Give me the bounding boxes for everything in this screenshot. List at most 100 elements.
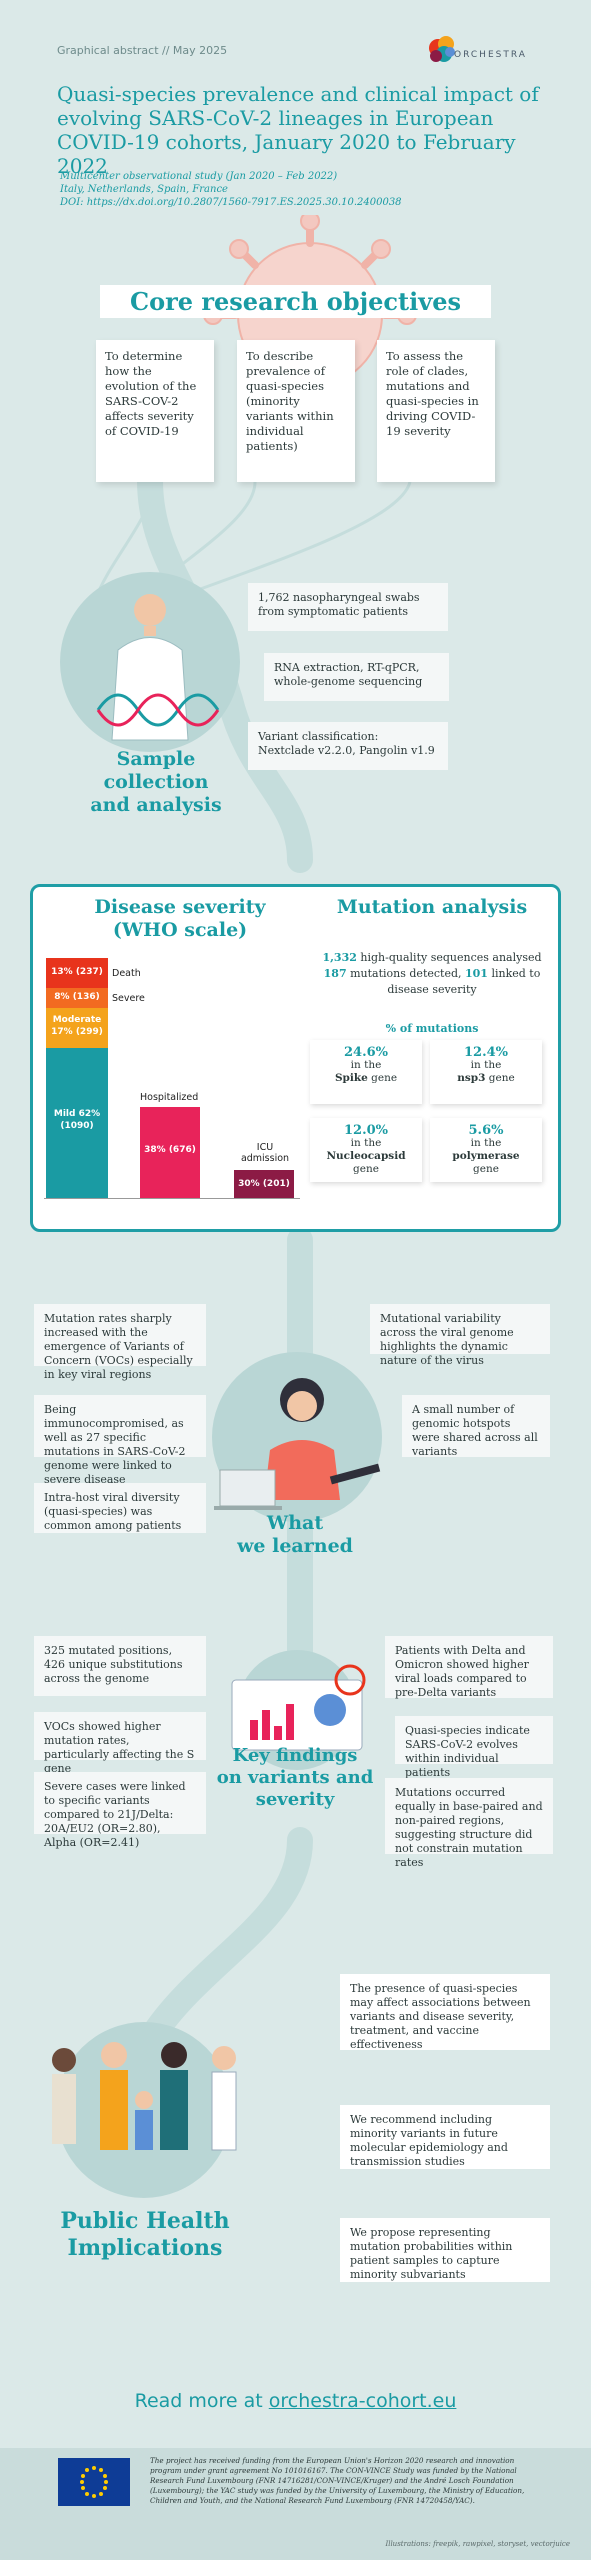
linked-count: 101 (465, 967, 488, 980)
mutation-line-2: 187 mutations detected, 101 linked to (312, 966, 552, 982)
scientist-illustration (60, 572, 240, 752)
polymerase-gene: polymerase (430, 1150, 542, 1163)
findings-right-3: Mutations occurred equally in base-paire… (385, 1778, 553, 1869)
severe-side-label: Severe (112, 993, 145, 1004)
mutation-box-nsp3: 12.4% in the nsp3 gene (430, 1040, 542, 1104)
mutations-count: 187 (323, 967, 347, 980)
learned-title-line-2: we learned (237, 1535, 353, 1557)
nucleocapsid-in: in the (350, 1137, 382, 1149)
objectives-title: Core research objectives (100, 285, 491, 318)
sample-item-3: Variant classification: Nextclade v2.2.0… (248, 722, 448, 770)
findings-left-1: 325 mutated positions, 426 unique substi… (34, 1636, 206, 1696)
objective-card-1: To determine how the evolution of the SA… (96, 340, 214, 482)
icu-label: 30% (201) (238, 1179, 290, 1189)
findings-right-1: Patients with Delta and Omicron showed h… (385, 1636, 553, 1699)
stack-severe: 8% (136) (46, 988, 108, 1008)
nucleocapsid-gene-name: Nucleocapsid (326, 1150, 406, 1162)
findings-right-2: Quasi-species indicate SARS-CoV-2 evolve… (395, 1716, 553, 1779)
orchestra-logo: ORCHESTRA (424, 30, 554, 74)
mutation-box-polymerase: 5.6% in the polymerase gene (430, 1118, 542, 1182)
severity-title-line-1: Disease severity (94, 896, 266, 918)
meta-line-1: Multicenter observational study (Jan 202… (60, 171, 338, 182)
woman-laptop-illustration (212, 1352, 382, 1522)
stack-moderate-label: Moderate 17% (299) (51, 1015, 103, 1037)
nsp3-pct: 12.4% (463, 1045, 508, 1060)
polymerase-suffix: gene (473, 1163, 499, 1175)
stack-severe-label: 8% (136) (54, 992, 100, 1002)
public-title: Public Health Implications (40, 2208, 250, 2262)
severity-stack: 13% (237) 8% (136) Moderate 17% (299) Mi… (46, 958, 108, 1198)
abstract-label: Graphical abstract // May 2025 (57, 44, 228, 57)
public-item-1: The presence of quasi-species may affect… (340, 1974, 550, 2051)
public-item-3: We propose representing mutation probabi… (340, 2218, 550, 2282)
death-side-label: Death (112, 968, 141, 979)
sequences-count: 1,332 (322, 951, 357, 964)
sequences-text: high-quality sequences analysed (356, 951, 542, 964)
sample-title-line-3: and analysis (90, 794, 222, 816)
pct-header: % of mutations (385, 1022, 479, 1035)
polymerase-pct: 5.6% (468, 1123, 504, 1138)
meta-line-2: Italy, Netherlands, Spain, France (60, 184, 228, 195)
public-title-line-2: Implications (67, 2235, 223, 2261)
chart-baseline (44, 1198, 300, 1199)
nucleocapsid-pct: 12.0% (343, 1123, 388, 1138)
sample-item-1: 1,762 nasopharyngeal swabs from symptoma… (248, 583, 448, 631)
findings-left-3: Severe cases were linked to specific var… (34, 1772, 206, 1849)
spike-in: in the (350, 1059, 382, 1071)
mutation-box-nucleocapsid: 12.0% in the Nucleocapsid gene (310, 1118, 422, 1182)
sample-title: Sample collection and analysis (76, 748, 236, 817)
dashboard-illustration (231, 1650, 366, 1770)
hospitalized-label: 38% (676) (144, 1145, 196, 1155)
mutation-box-spike: 24.6% in the Spike gene (310, 1040, 422, 1104)
stack-moderate: Moderate 17% (299) (46, 1008, 108, 1048)
nsp3-in: in the (470, 1059, 502, 1071)
severity-title: Disease severity (WHO scale) (50, 896, 310, 942)
spike-pct: 24.6% (343, 1045, 388, 1060)
study-meta: Multicenter observational study (Jan 202… (60, 170, 402, 209)
public-item-2: We recommend including minority variants… (340, 2105, 550, 2169)
orchestra-logo-icon (429, 36, 455, 62)
stack-mild-label: Mild 62% (1090) (53, 1109, 101, 1131)
severity-title-line-2: (WHO scale) (112, 919, 248, 941)
findings-title-line-2: on variants and (216, 1767, 374, 1788)
nsp3-gene: nsp3 (457, 1072, 486, 1084)
polymerase-gene-name: polymerase (452, 1150, 520, 1162)
read-more-link[interactable]: orchestra-cohort.eu (268, 2390, 457, 2412)
bar-hospitalized: 38% (676) (140, 1107, 200, 1198)
learned-left-2: Being immunocompromised, as well as 27 s… (34, 1395, 206, 1486)
illustration-credit: Illustrations: freepik, rawpixel, storys… (385, 2540, 570, 2548)
nucleocapsid-gene: Nucleocapsid (310, 1150, 422, 1163)
findings-title-line-3: severity (255, 1789, 335, 1810)
funding-text: The project has received funding from th… (150, 2456, 525, 2505)
nucleocapsid-suffix: gene (353, 1163, 379, 1175)
meta-line-3[interactable]: DOI: https://dx.doi.org/10.2807/1560-791… (60, 197, 402, 208)
read-more-prefix: Read more at (134, 2390, 269, 2412)
polymerase-in: in the (470, 1137, 502, 1149)
icu-side-label: ICU admission (240, 1142, 290, 1164)
spike-gene: Spike (334, 1072, 368, 1084)
findings-title-line-1: Key findings (232, 1745, 358, 1766)
people-illustration (52, 2022, 237, 2198)
logo-text: ORCHESTRA (454, 50, 527, 60)
objective-card-2: To describe prevalence of quasi-species … (237, 340, 355, 482)
nsp3-suffix: gene (485, 1072, 515, 1084)
learned-title: What we learned (225, 1512, 365, 1558)
mutation-line-1: 1,332 high-quality sequences analysed (312, 950, 552, 966)
hospitalized-side-label: Hospitalized (140, 1092, 199, 1103)
read-more: Read more at orchestra-cohort.eu (0, 2390, 591, 2412)
learned-title-line-1: What (266, 1512, 324, 1534)
stack-death-label: 13% (237) (51, 967, 103, 977)
stack-death: 13% (237) (46, 958, 108, 988)
spike-suffix: gene (367, 1072, 398, 1084)
stack-mild: Mild 62% (1090) (46, 1048, 108, 1198)
findings-left-2: VOCs showed higher mutation rates, parti… (34, 1712, 206, 1775)
bar-icu: 30% (201) (234, 1170, 294, 1198)
findings-title: Key findings on variants and severity (215, 1745, 375, 1811)
sample-title-line-1: Sample (116, 748, 196, 770)
learned-right-2: A small number of genomic hotspots were … (402, 1395, 550, 1458)
spike-gene-line: Spike gene (310, 1072, 422, 1085)
mutation-summary: 1,332 high-quality sequences analysed 18… (312, 950, 552, 998)
linked-text: linked to (487, 967, 541, 980)
public-title-line-1: Public Health (60, 2208, 230, 2234)
mutation-title: Mutation analysis (336, 896, 528, 918)
